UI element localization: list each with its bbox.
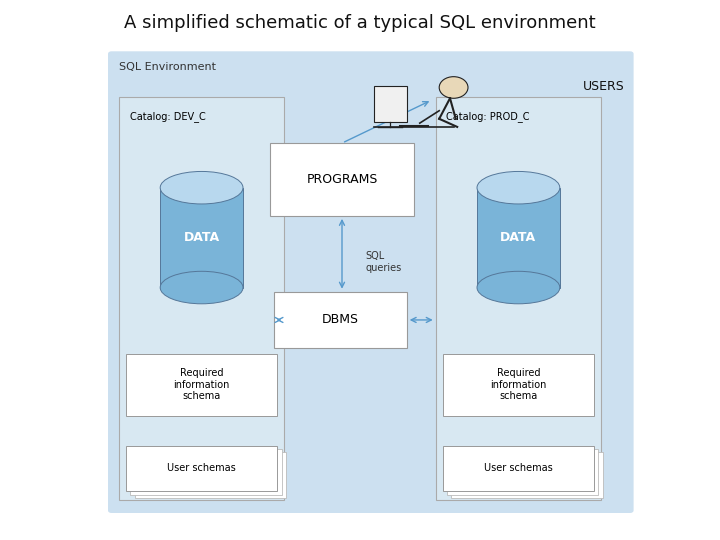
- Text: Catalog: DEV_C: Catalog: DEV_C: [130, 111, 205, 122]
- FancyBboxPatch shape: [126, 354, 277, 416]
- Text: PROGRAMS: PROGRAMS: [306, 173, 378, 186]
- FancyBboxPatch shape: [135, 452, 286, 498]
- FancyBboxPatch shape: [274, 292, 407, 348]
- FancyBboxPatch shape: [119, 97, 284, 500]
- Text: Required
information
schema: Required information schema: [174, 368, 230, 401]
- Text: Required
information
schema: Required information schema: [490, 368, 546, 401]
- Text: DATA: DATA: [500, 231, 536, 244]
- FancyBboxPatch shape: [374, 86, 407, 122]
- Text: Catalog: PROD_C: Catalog: PROD_C: [446, 111, 530, 122]
- Text: User schemas: User schemas: [484, 463, 553, 474]
- Text: SQL
queries: SQL queries: [366, 251, 402, 273]
- FancyBboxPatch shape: [436, 97, 601, 500]
- Text: USERS: USERS: [583, 80, 625, 93]
- FancyBboxPatch shape: [270, 143, 414, 216]
- FancyBboxPatch shape: [108, 51, 634, 513]
- Bar: [161, 188, 243, 287]
- Ellipse shape: [161, 271, 243, 304]
- FancyBboxPatch shape: [443, 446, 594, 491]
- Text: User schemas: User schemas: [167, 463, 236, 474]
- Ellipse shape: [161, 172, 243, 204]
- FancyBboxPatch shape: [126, 446, 277, 491]
- Ellipse shape: [477, 271, 560, 304]
- FancyBboxPatch shape: [451, 452, 603, 498]
- FancyBboxPatch shape: [443, 354, 594, 416]
- Bar: [477, 188, 560, 287]
- Text: DATA: DATA: [184, 231, 220, 244]
- Text: DBMS: DBMS: [322, 313, 359, 327]
- FancyBboxPatch shape: [447, 449, 598, 495]
- Circle shape: [439, 77, 468, 98]
- FancyBboxPatch shape: [130, 449, 282, 495]
- Text: SQL Environment: SQL Environment: [119, 62, 216, 72]
- Text: A simplified schematic of a typical SQL environment: A simplified schematic of a typical SQL …: [124, 14, 596, 31]
- Ellipse shape: [477, 172, 560, 204]
